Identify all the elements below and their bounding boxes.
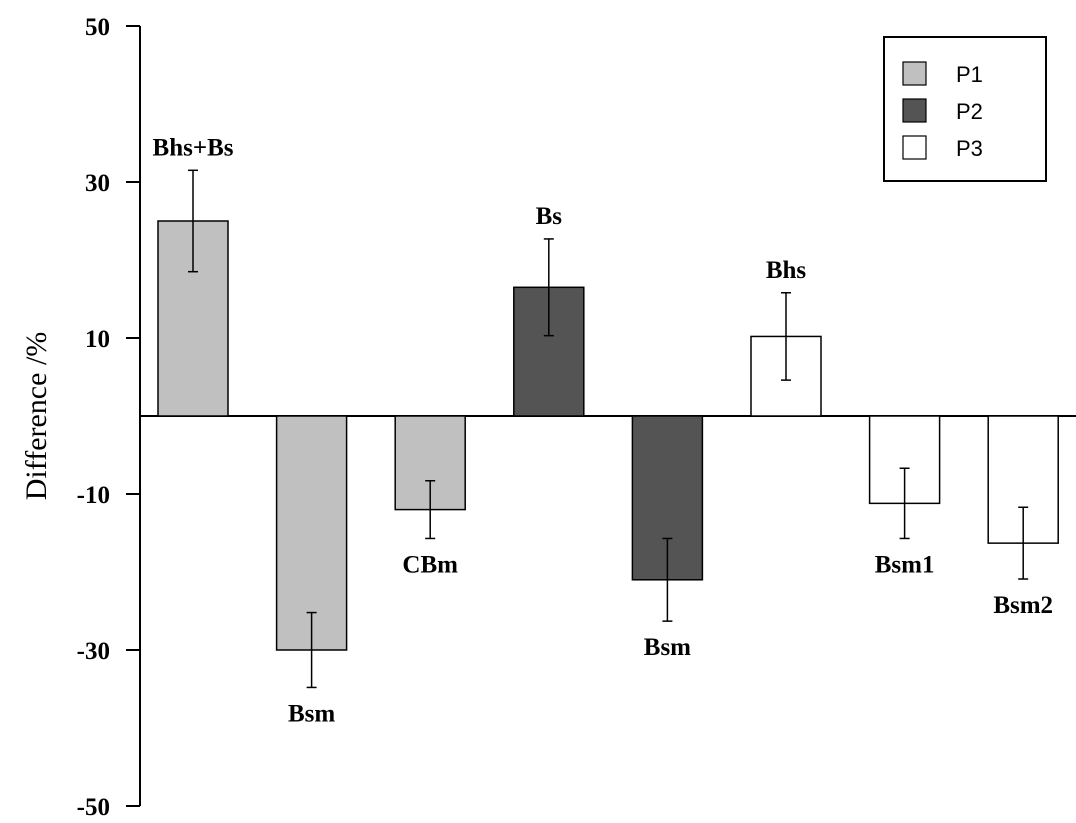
y-tick-label: -30 <box>77 638 110 665</box>
legend-entry: P3 <box>956 136 983 161</box>
bar-label: Bs <box>536 203 563 230</box>
legend-entry: P1 <box>956 62 983 87</box>
y-tick-label: 50 <box>85 14 110 41</box>
legend-swatch <box>902 135 927 160</box>
bar-label: Bsm2 <box>993 592 1053 619</box>
legend-swatch <box>902 98 927 123</box>
y-tick-label: 10 <box>85 326 110 353</box>
y-axis-title: Difference /% <box>20 332 53 501</box>
bar-label: Bhs <box>766 257 807 284</box>
bar <box>275 415 348 651</box>
legend-entry: P2 <box>956 99 983 124</box>
bar-label: CBm <box>402 551 458 578</box>
legend: P1 P2 P3 <box>883 36 1047 182</box>
bar-label: Bsm1 <box>875 551 935 578</box>
y-tick-label: -50 <box>77 794 110 821</box>
bars: Bhs+Bs Bsm CBm Bs Bsm Bhs Bsm1 Bsm2 <box>153 134 1059 727</box>
legend-swatch <box>902 61 927 86</box>
bar-label: Bhs+Bs <box>153 134 234 161</box>
bar-label: Bsm <box>288 700 335 727</box>
y-tick-label: 30 <box>85 170 110 197</box>
bar-label: Bsm <box>644 634 691 661</box>
y-tick-label: -10 <box>77 482 110 509</box>
